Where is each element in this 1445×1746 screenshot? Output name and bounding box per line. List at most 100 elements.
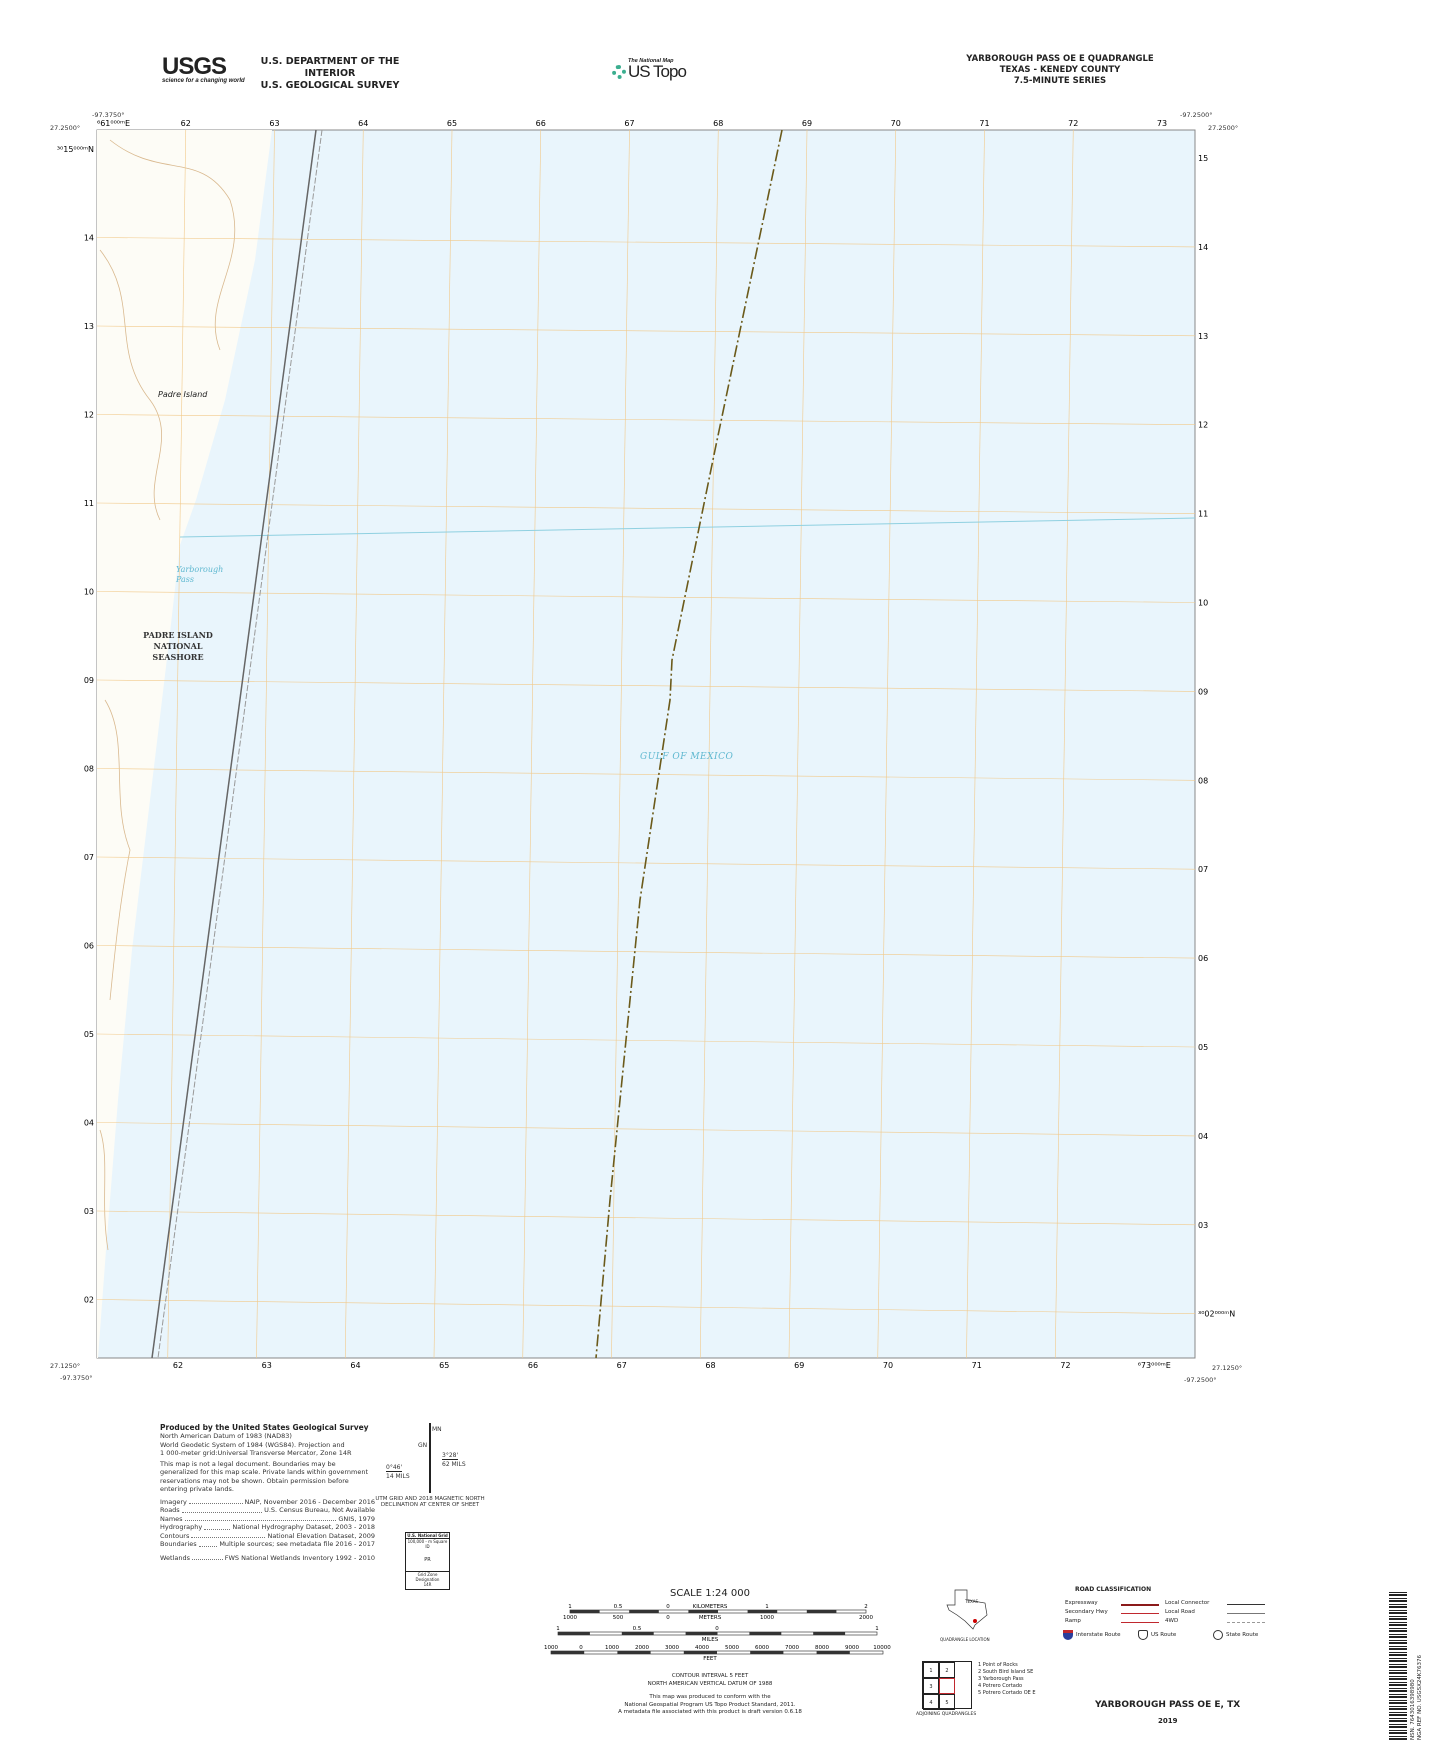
scale-tick: 0	[666, 1615, 670, 1621]
barcode	[1389, 1590, 1407, 1740]
vertical-datum: NORTH AMERICAN VERTICAL DATUM OF 1988	[647, 1681, 773, 1687]
usgs-logo-text: USGS	[162, 53, 227, 80]
quadrangle-location-caption: QUADRANGLE LOCATION	[940, 1637, 990, 1642]
scale-tick: 6000	[755, 1645, 769, 1651]
note-line: North American Datum of 1983 (NAD83)	[160, 1432, 292, 1440]
grid-line-northing	[96, 1210, 1196, 1226]
easting-label-top: 65	[447, 119, 457, 128]
source-row: Hydrography National Hydrography Dataset,…	[160, 1523, 375, 1532]
easting-label-top: 62	[181, 119, 191, 128]
right-angle: 3°28'	[442, 1452, 459, 1460]
northing-label-left: 11	[84, 499, 94, 508]
road-legend-line	[1121, 1613, 1159, 1614]
easting-label-bottom: 66	[528, 1361, 538, 1370]
northing-label-left: 03	[84, 1207, 94, 1216]
us-topo-logo: The National Map US Topo	[612, 58, 687, 81]
road-legend-item: Local Connector	[1165, 1600, 1265, 1606]
standard-info: This map was produced to conform with th…	[520, 1694, 900, 1717]
left-mils: 14 MILS	[386, 1473, 410, 1480]
adjoining-cell: 2	[939, 1662, 955, 1678]
us-topo-text: US Topo	[628, 62, 687, 81]
easting-label-top: 68	[713, 119, 723, 128]
northing-label-left: 06	[84, 942, 94, 951]
gulf-water	[96, 129, 1196, 1359]
boundary-line-water	[179, 517, 1196, 538]
contour-info: CONTOUR INTERVAL 5 FEET NORTH AMERICAN V…	[520, 1672, 900, 1688]
standard-line: A metadata file associated with this pro…	[618, 1709, 802, 1715]
scale-title: SCALE 1:24 000	[670, 1588, 750, 1599]
label-gulf-of-mexico: GULF OF MEXICO	[640, 752, 734, 762]
sheet-name: YARBOROUGH PASS OE E, TX	[1095, 1700, 1241, 1710]
source-row: Boundaries Multiple sources; see metadata…	[160, 1540, 375, 1549]
northing-label-right: 14	[1198, 243, 1208, 252]
easting-label-bottom: 69	[794, 1361, 804, 1370]
corner-tl-lon: -97.3750°	[92, 111, 125, 119]
usgs-tagline: science for a changing world	[162, 78, 245, 84]
adjoining-cell: 4	[923, 1694, 939, 1710]
northing-label-right: 12	[1198, 421, 1208, 430]
northing-label-right: 03	[1198, 1221, 1208, 1230]
easting-label-top: 64	[358, 119, 368, 128]
easting-label-bottom: 67	[617, 1361, 627, 1370]
scale-tick: 0	[579, 1645, 583, 1651]
scale-segment	[685, 1632, 718, 1635]
scale-tick: 500	[613, 1615, 624, 1621]
label-yarborough: Yarborough	[176, 565, 224, 574]
scale-tick: 7000	[785, 1645, 799, 1651]
padre-island-land	[97, 130, 272, 1358]
northing-label-right: ³⁰02⁰⁰⁰ᵐN	[1198, 1310, 1235, 1319]
corner-br-lon: -97.2500°	[1184, 1376, 1217, 1384]
scale-tick: 0	[715, 1626, 719, 1632]
grid-line-easting	[966, 129, 985, 1359]
road-legend-line	[1227, 1604, 1265, 1605]
scale-unit: MILES	[702, 1637, 719, 1643]
park-boundary-line-2	[157, 129, 323, 1359]
scale-tick: 2	[864, 1604, 868, 1610]
easting-label-top: 69	[802, 119, 812, 128]
utm-grid	[96, 129, 1196, 1359]
route-legend-item: US Route	[1138, 1630, 1176, 1640]
seashore-line1: PADRE ISLAND	[143, 630, 213, 640]
source-value: Multiple sources; see metadata file 2016…	[219, 1540, 375, 1548]
grid-line-easting	[344, 129, 364, 1359]
easting-label-bottom: ⁶73⁰⁰⁰ᵐE	[1138, 1361, 1171, 1370]
scale-segment	[570, 1610, 600, 1613]
northing-label-left: 08	[84, 765, 94, 774]
adjoining-name: 2 South Bird Island SE	[978, 1669, 1034, 1675]
grid-line-northing	[96, 679, 1196, 692]
scale-tick: 4000	[695, 1645, 709, 1651]
route-legend-item: State Route	[1213, 1630, 1258, 1640]
note-line: reservations may not be shown. Obtain pe…	[160, 1476, 349, 1485]
grid-line-northing	[96, 1122, 1196, 1137]
source-value: FWS National Wetlands Inventory 1992 - 2…	[224, 1553, 375, 1562]
northing-label-left: 04	[84, 1119, 94, 1128]
quad-title: YARBOROUGH PASS OE E QUADRANGLE	[966, 54, 1154, 64]
northing-label-right: 07	[1198, 865, 1208, 874]
northing-label-left: 05	[84, 1030, 94, 1039]
scale-tick: 10000	[873, 1645, 891, 1651]
scale-segment	[749, 1632, 782, 1635]
easting-label-top: ⁶61⁰⁰⁰ᵐE	[97, 119, 130, 128]
grid-line-northing	[96, 1033, 1196, 1048]
county-boundary-dashed	[595, 129, 783, 1359]
easting-label-bottom: 62	[173, 1361, 183, 1370]
standard-line: This map was produced to conform with th…	[649, 1694, 771, 1700]
source-value: NAIP, November 2016 - December 2016	[244, 1497, 376, 1506]
adjoining-name: 1 Point of Rocks	[978, 1662, 1018, 1668]
easting-label-bottom: 71	[972, 1361, 982, 1370]
easting-label-bottom: 63	[262, 1361, 272, 1370]
source-key: Roads	[160, 1506, 180, 1514]
easting-label-top: 63	[269, 119, 279, 128]
road-legend-label: Secondary Hwy	[1065, 1609, 1108, 1615]
us-route-shield-icon	[1138, 1630, 1148, 1640]
grid-box-zone-label: Grid Zone Designation	[406, 1571, 449, 1582]
grid-line-easting	[788, 129, 808, 1359]
usgs-logo: USGS science for a changing world	[162, 53, 245, 85]
adjoining-name: 4 Potrero Cortado	[978, 1683, 1023, 1689]
produced-by: Produced by the United States Geological…	[160, 1423, 369, 1432]
northing-label-right: 05	[1198, 1043, 1208, 1052]
scale-unit: FEET	[703, 1656, 717, 1662]
